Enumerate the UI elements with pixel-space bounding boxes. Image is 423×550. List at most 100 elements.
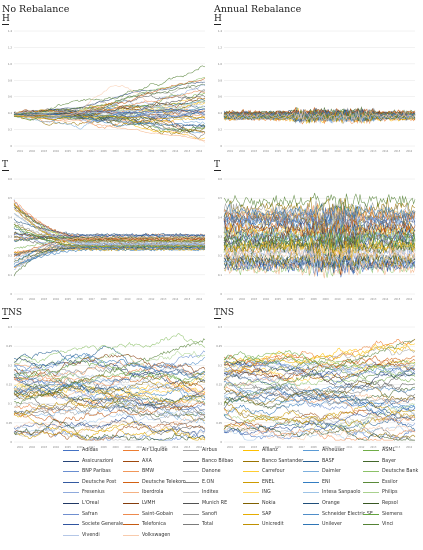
series-line-sanofi [223,378,416,407]
legend-label: Safran [82,511,98,517]
chart-panel-TNS-left: 0 0.05 0.1 0.15 0.2 0.25 0.3 2001 2002 2003 2004 20… [6,325,206,449]
legend-label: Deutsche Post [82,479,117,485]
series-line-bayer [14,389,206,418]
x-tick-label: 2015 [394,150,401,153]
series-line-vinci [223,192,416,212]
x-tick-label: 2005 [275,446,282,449]
series-line-safran [223,360,416,377]
x-tick-label: 2004 [263,446,270,449]
x-tick-label: 2013 [160,298,167,301]
chart-panel-T-right: 0 0.1 0.2 0.3 0.4 0.5 0.6 2001 2002 2003 2004 2005 2… [218,177,416,301]
legend-swatch [63,524,79,526]
legend-swatch [123,492,139,494]
legend-swatch [63,502,79,505]
legend-swatch [363,502,379,505]
legend-item: Essilor [363,478,398,487]
x-tick-label: 2002 [29,150,36,153]
series-line-sap [223,236,416,259]
x-tick-label: 2006 [77,298,84,301]
legend-swatch [363,524,379,526]
x-tick-label: 2015 [394,446,401,449]
x-tick-label: 2002 [29,298,36,301]
legend-item: Assicurazioni [63,457,113,466]
series-line-sanofi [223,200,416,220]
series-line-l-oreal [13,357,206,394]
series-line-daimler [223,382,416,417]
y-tick-label: 1.2 [8,45,12,49]
legend-swatch [183,502,199,505]
legend-item: Carrefour [243,467,285,476]
y-tick-label: 0.25 [216,344,222,348]
legend-label: Fresenius [82,490,105,496]
x-tick-label: 2002 [239,446,246,449]
series-line-vivendi [13,101,206,114]
y-tick-label: 0.1 [218,402,222,406]
legend-swatch [123,502,139,505]
y-tick-label: 0 [220,440,222,444]
x-tick-label: 2006 [77,150,84,153]
y-tick-label: 1.4 [8,29,12,33]
legend-item: Safran [63,510,98,519]
series-line-adidas [223,424,416,440]
legend-swatch [363,471,379,473]
panel-label-T-left: T [2,160,9,171]
x-tick-label: 2011 [136,150,143,153]
legend-label: Saint-Gobain [142,511,174,517]
y-tick-label: 0.2 [218,363,222,367]
y-tick-label: 0.6 [8,177,12,181]
x-tick-label: 2007 [89,298,96,301]
x-tick-label: 2003 [41,150,48,153]
x-tick-label: 2008 [101,150,108,153]
x-tick-label: 2002 [29,446,36,449]
series-line-societe-generale [13,415,206,439]
series-line-societe-generale [13,108,206,116]
series-line-schneider-electric-se [13,356,206,395]
x-tick-label: 2011 [136,446,143,449]
y-tick-label: 0.2 [8,128,12,132]
x-tick-label: 2012 [148,150,155,153]
x-tick-label: 2009 [113,446,120,449]
x-tick-label: 2011 [346,298,353,301]
legend-item: Sanofi [183,510,217,519]
legend-item: Fresenius [63,488,105,497]
legend-item: E.ON [183,478,214,487]
series-line-carrefour [13,374,206,404]
x-tick-label: 2016 [196,446,203,449]
series-line-anheuser [13,382,206,401]
legend-item: Orange [303,499,340,508]
legend-item: Inditex [183,488,218,497]
x-tick-label: 2015 [184,446,191,449]
x-tick-label: 2002 [239,298,246,301]
legend-swatch [303,460,319,462]
legend-item: Deutsche Bank [363,467,418,476]
series-line-unilever [13,247,206,267]
legend-label: Banco Bilbao [202,458,234,464]
legend-item: Deutsche Post [63,478,116,487]
series-line-total [223,211,416,232]
x-tick-label: 2005 [275,150,282,153]
legend-item: Banco Bilbao [183,457,233,466]
series-line-vinci [13,235,206,243]
legend-label: Essilor [382,479,398,485]
series-line-e-on [13,366,206,383]
series-line-sap [13,413,206,441]
y-tick-label: 0.3 [218,235,222,239]
x-tick-label: 2001 [17,150,24,153]
column-title-left: No Rebalance [2,4,70,15]
panel-label-T-right: T [214,160,221,171]
x-tick-label: 2014 [172,446,179,449]
series-line-siemens [223,225,416,250]
series-line-safran [13,111,206,123]
y-tick-label: 1.2 [218,45,222,49]
series-line-sanofi [14,111,206,120]
series-line-inditex [223,407,416,425]
x-tick-label: 2011 [136,298,143,301]
x-tick-label: 2008 [311,446,318,449]
x-tick-label: 2006 [77,446,84,449]
legend-label: AXA [142,458,152,464]
x-tick-label: 2014 [172,298,179,301]
series-line-sanofi [13,377,206,419]
legend-swatch [363,513,379,515]
y-tick-label: 0.15 [216,383,222,387]
legend-swatch [123,513,139,515]
